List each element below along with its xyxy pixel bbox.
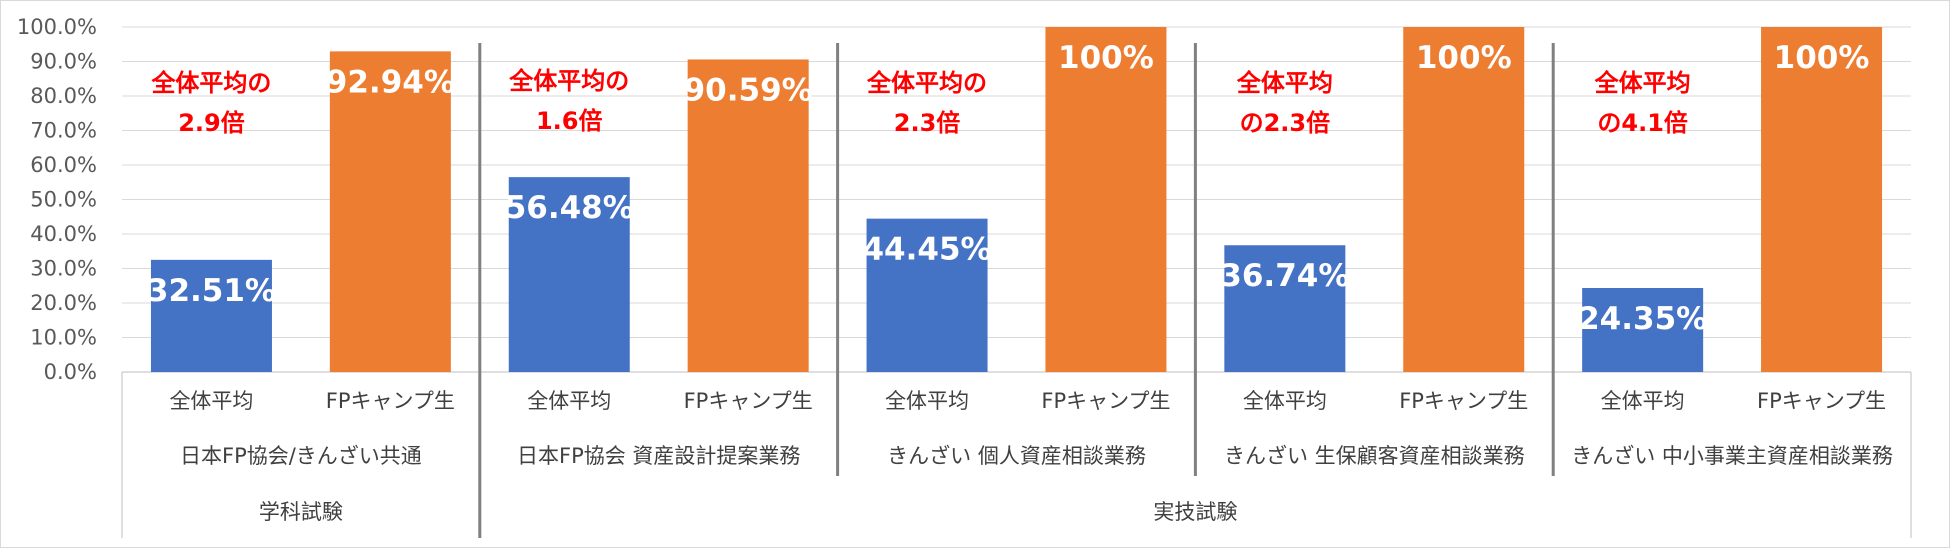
data-label: 36.74% [1220, 258, 1349, 294]
subgroup-label: きんざい 個人資産相談業務 [887, 444, 1146, 468]
subgroup-label: きんざい 中小事業主資産相談業務 [1571, 444, 1893, 468]
bar-fpcamp [687, 59, 809, 372]
y-tick-label: 10.0% [30, 326, 97, 350]
annotation-text: 2.9倍 [178, 109, 245, 137]
y-tick-label: 100.0% [17, 15, 97, 39]
category-label: 全体平均 [1243, 389, 1327, 413]
bar-fpcamp [329, 51, 451, 373]
data-label: 56.48% [505, 190, 634, 226]
y-tick-label: 30.0% [30, 257, 97, 281]
annotation-text: 全体平均の [866, 69, 987, 97]
y-tick-label: 90.0% [30, 50, 97, 74]
data-label: 92.94% [326, 64, 455, 100]
annotation-text: 全体平均 [1594, 69, 1691, 97]
category-label: FPキャンプ生 [326, 389, 455, 413]
bar-fpcamp [1403, 27, 1525, 372]
y-tick-label: 40.0% [30, 222, 97, 246]
y-tick-label: 20.0% [30, 291, 97, 315]
category-label: FPキャンプ生 [684, 389, 813, 413]
data-label: 100% [1416, 40, 1512, 76]
bar-average [1224, 245, 1346, 372]
annotation-text: 2.3倍 [894, 109, 961, 137]
y-tick-label: 60.0% [30, 153, 97, 177]
data-label: 44.45% [862, 232, 991, 268]
bar-fpcamp [1045, 27, 1167, 372]
category-label: 全体平均 [527, 389, 611, 413]
data-label: 24.35% [1578, 301, 1707, 337]
subgroup-label: 日本FP協会/きんざい共通 [180, 444, 422, 468]
data-label: 90.59% [684, 72, 813, 108]
category-label: FPキャンプ生 [1399, 389, 1528, 413]
data-label: 100% [1058, 40, 1154, 76]
bar-average [1582, 287, 1704, 372]
category-label: 全体平均 [1601, 389, 1685, 413]
data-label: 100% [1774, 40, 1870, 76]
annotation-text: の2.3倍 [1240, 109, 1331, 137]
subgroup-label: 日本FP協会 資産設計提案業務 [517, 444, 800, 468]
bar-average [508, 177, 630, 372]
y-tick-label: 50.0% [30, 188, 97, 212]
bar-fpcamp [1761, 27, 1883, 372]
bar-average [150, 259, 272, 372]
annotation-text: の4.1倍 [1597, 109, 1688, 137]
y-tick-label: 80.0% [30, 84, 97, 108]
annotation-text: 全体平均の [150, 69, 271, 97]
annotation-text: 全体平均の [508, 67, 629, 95]
subgroup-label: きんざい 生保顧客資産相談業務 [1224, 444, 1525, 468]
category-label: 全体平均 [885, 389, 969, 413]
data-label: 32.51% [147, 273, 276, 309]
top-group-label: 実技試験 [1153, 500, 1237, 524]
category-label: FPキャンプ生 [1757, 389, 1886, 413]
annotation-text: 全体平均 [1236, 69, 1333, 97]
top-group-label: 学科試験 [259, 500, 343, 524]
bar-average [866, 218, 988, 372]
annotation-text: 1.6倍 [536, 107, 603, 135]
category-label: FPキャンプ生 [1041, 389, 1170, 413]
category-label: 全体平均 [169, 389, 253, 413]
y-tick-label: 70.0% [30, 119, 97, 143]
y-tick-label: 0.0% [44, 360, 97, 384]
